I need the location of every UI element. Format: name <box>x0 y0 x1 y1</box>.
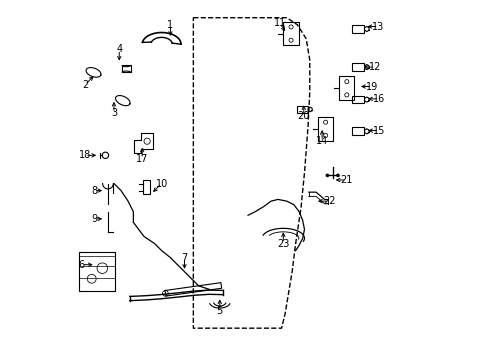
Text: 13: 13 <box>372 22 384 32</box>
Bar <box>351 96 364 103</box>
Bar <box>122 66 130 72</box>
Circle shape <box>325 174 328 177</box>
Text: 7: 7 <box>181 253 187 262</box>
Text: 23: 23 <box>277 239 289 248</box>
Bar <box>79 252 114 291</box>
Text: 15: 15 <box>372 126 385 136</box>
Bar <box>296 106 307 113</box>
Circle shape <box>336 174 339 177</box>
Text: 8: 8 <box>91 186 98 195</box>
Bar <box>142 180 150 194</box>
Bar <box>339 76 354 100</box>
Bar <box>351 25 364 33</box>
Bar <box>351 127 364 135</box>
Text: 18: 18 <box>79 150 91 160</box>
Text: 16: 16 <box>372 94 385 104</box>
Text: 22: 22 <box>322 196 335 206</box>
Bar <box>351 63 364 71</box>
Text: 4: 4 <box>116 45 122 54</box>
Text: 19: 19 <box>366 81 378 91</box>
Bar <box>317 117 333 141</box>
Text: 2: 2 <box>82 80 88 90</box>
Text: 21: 21 <box>340 175 352 185</box>
Text: 11: 11 <box>273 18 285 28</box>
Text: 1: 1 <box>167 20 173 30</box>
Text: 12: 12 <box>368 62 381 72</box>
Text: 10: 10 <box>155 179 167 189</box>
Text: 20: 20 <box>297 112 309 121</box>
Text: 17: 17 <box>136 154 148 164</box>
Text: 5: 5 <box>216 306 223 315</box>
Text: 3: 3 <box>111 108 117 118</box>
Text: 6: 6 <box>78 260 84 270</box>
Text: 9: 9 <box>91 214 98 224</box>
Bar <box>283 22 298 45</box>
Text: 14: 14 <box>315 136 327 146</box>
